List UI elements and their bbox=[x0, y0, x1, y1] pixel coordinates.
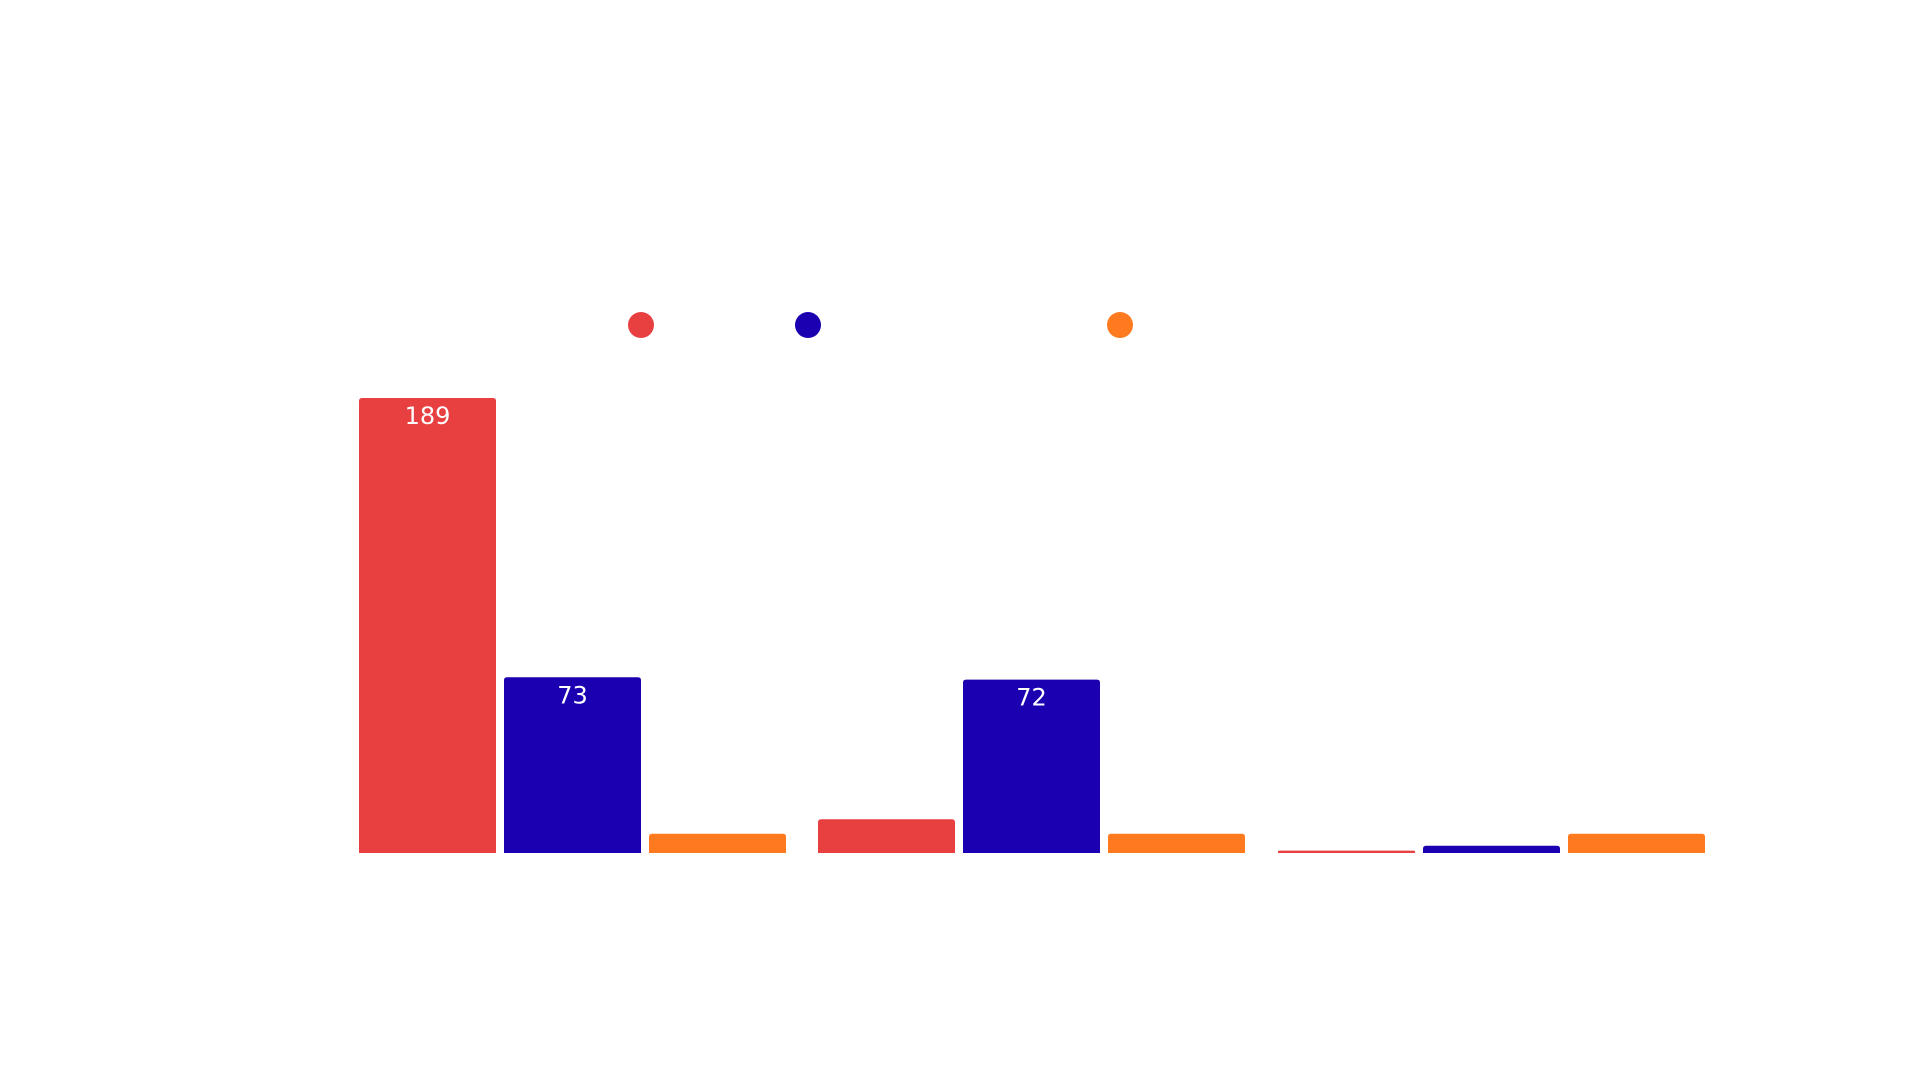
bar-series-3-category-2 bbox=[1108, 833, 1245, 853]
data-labels: 189 73 72 bbox=[405, 402, 1047, 712]
bar-series-1-category-1 bbox=[359, 398, 496, 853]
bar-series-2-category-3 bbox=[1423, 845, 1560, 853]
bar-series-3-category-3 bbox=[1568, 833, 1705, 853]
bar-series-1-category-3 bbox=[1278, 850, 1415, 853]
legend-marker-series-2 bbox=[795, 312, 821, 338]
data-label-series-1-category-1: 189 bbox=[405, 402, 451, 430]
data-label-series-2-category-2: 72 bbox=[1016, 684, 1047, 712]
data-label-series-2-category-1: 73 bbox=[557, 681, 588, 709]
bar-series-2-category-1 bbox=[504, 677, 641, 853]
bar-series-3-category-1 bbox=[649, 833, 786, 853]
legend-marker-series-3 bbox=[1107, 312, 1133, 338]
bar-series-2-category-2 bbox=[963, 679, 1100, 853]
bars bbox=[359, 398, 1705, 853]
legend bbox=[628, 312, 1133, 338]
bar-series-1-category-2 bbox=[818, 819, 955, 853]
legend-marker-series-1 bbox=[628, 312, 654, 338]
